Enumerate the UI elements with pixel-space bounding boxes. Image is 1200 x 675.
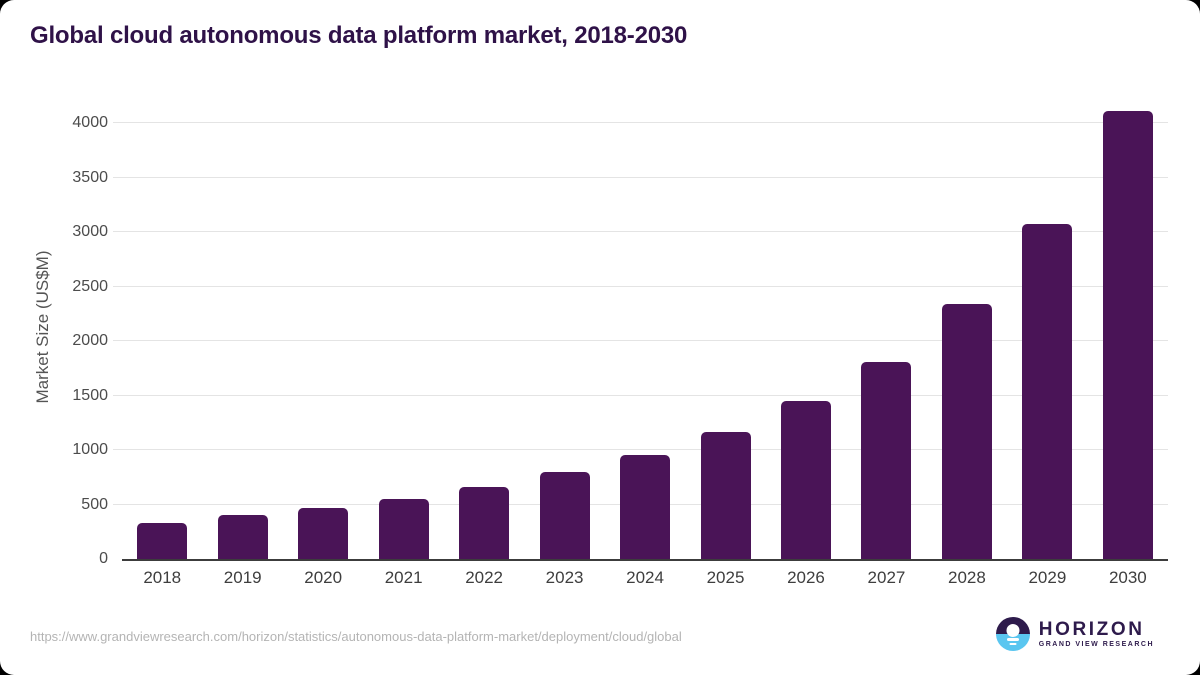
x-tick-2026: 2026 (787, 568, 825, 587)
bar-slot (283, 95, 363, 559)
source-url: https://www.grandviewresearch.com/horizo… (30, 629, 682, 644)
bar-2023 (539, 472, 590, 559)
bar-2027 (861, 361, 912, 559)
x-tick-2019: 2019 (223, 568, 262, 587)
x-axis-tick-labels: 2018 2019 2020 2021 2022 2023 2024 2025 2026 2027… (122, 568, 1168, 588)
y-tick-3500: 3500 (72, 168, 108, 186)
bar-slot (1007, 95, 1087, 559)
bar-slot (685, 95, 765, 559)
x-tick-2022: 2022 (465, 568, 504, 587)
gridline-2000 (113, 340, 1168, 342)
x-tick-2023: 2023 (545, 568, 584, 587)
bar-2026 (780, 401, 831, 559)
bar-2019 (217, 515, 268, 559)
logo-text: HORIZON GRAND VIEW RESEARCH (1038, 619, 1154, 649)
gridline-1500 (113, 394, 1168, 396)
y-tick-1000: 1000 (72, 441, 108, 459)
gridline-3500 (113, 176, 1168, 178)
wave-line-icon (1006, 638, 1019, 641)
bar-slot (202, 95, 282, 559)
bar-slot (846, 95, 926, 559)
gridline-3000 (113, 231, 1168, 233)
bar-slot (444, 95, 524, 559)
horizon-logo: HORIZON GRAND VIEW RESEARCH (995, 617, 1154, 651)
x-tick-2030: 2030 (1108, 568, 1147, 587)
x-tick-2024: 2024 (626, 568, 664, 587)
gridline-2500 (113, 285, 1168, 287)
sun-over-water-icon (995, 617, 1030, 651)
bar-2028 (941, 304, 992, 559)
bar-slot (363, 95, 443, 559)
x-tick-2018: 2018 (143, 568, 182, 587)
logo-tagline: GRAND VIEW RESEARCH (1038, 641, 1154, 648)
bar-slot (766, 95, 846, 559)
logo-name: HORIZON (1038, 619, 1145, 640)
bars (122, 95, 1168, 559)
y-tick-3000: 3000 (72, 223, 108, 241)
bar-slot (927, 95, 1007, 559)
x-tick-2029: 2029 (1028, 568, 1067, 587)
x-tick-2027: 2027 (867, 568, 906, 587)
gridline-4000 (113, 122, 1168, 124)
bar-slot (524, 95, 604, 559)
bar-slot (605, 95, 685, 559)
x-tick-2020: 2020 (304, 568, 343, 587)
chart-title: Global cloud autonomous data platform ma… (30, 22, 688, 49)
y-tick-0: 0 (99, 550, 108, 567)
wave-line-icon (1009, 642, 1017, 645)
x-tick-2025: 2025 (706, 568, 745, 587)
y-tick-4000: 4000 (72, 114, 108, 132)
bar-2018 (137, 522, 188, 559)
bar-2022 (459, 486, 510, 559)
bar-slot (1088, 95, 1168, 559)
bar-2020 (298, 507, 349, 559)
y-axis-tick-labels: 0 500 1000 1500 2000 2500 3000 3500 4000 (0, 95, 108, 567)
y-tick-1500: 1500 (72, 386, 108, 404)
gridline-1000 (113, 449, 1168, 451)
sun-dot-icon (1006, 624, 1020, 637)
y-tick-2500: 2500 (72, 277, 108, 295)
bar-2025 (700, 432, 751, 559)
x-tick-2021: 2021 (384, 568, 423, 587)
y-tick-500: 500 (81, 495, 108, 513)
bar-2029 (1022, 224, 1073, 559)
x-tick-2028: 2028 (948, 568, 986, 587)
bar-2021 (378, 498, 429, 559)
y-tick-2000: 2000 (72, 332, 108, 350)
bar-2030 (1102, 111, 1153, 559)
bar-slot (122, 95, 202, 559)
plot-area (113, 95, 1168, 561)
bar-2024 (620, 454, 671, 559)
